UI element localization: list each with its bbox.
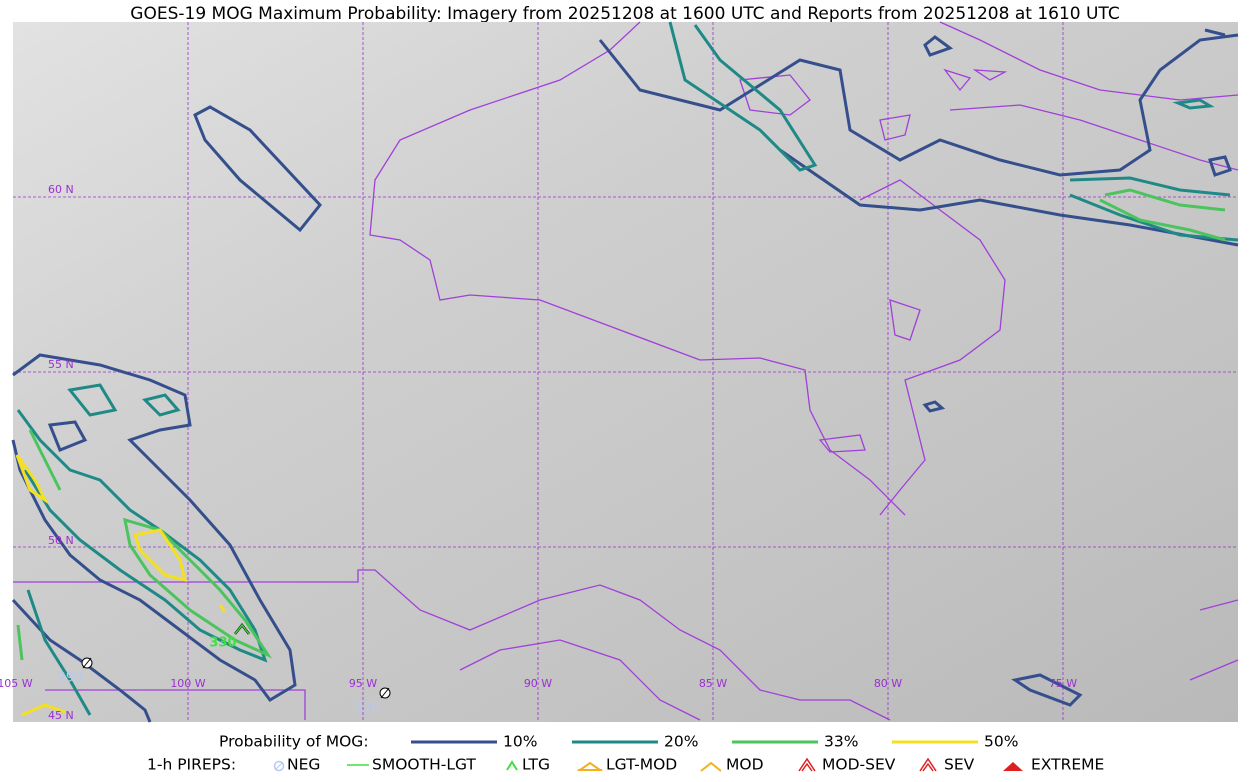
lon-label: 100 W	[170, 677, 205, 690]
legend-label: NEG	[287, 756, 320, 774]
legend-heading: Probability of MOG:	[219, 733, 369, 751]
lon-label: 90 W	[524, 677, 552, 690]
lat-labels: 60 N 55 N 50 N 45 N	[48, 183, 74, 722]
lon-label: 75 W	[1049, 677, 1077, 690]
lat-label: 55 N	[48, 358, 74, 371]
legend-icons	[273, 757, 1023, 772]
report-labels: 330 290 370	[58, 636, 380, 717]
legend-label: 10%	[503, 733, 537, 751]
report-label: 370	[355, 702, 380, 717]
title: GOES-19 MOG Maximum Probability: Imagery…	[130, 4, 1119, 24]
legend-label: 50%	[984, 733, 1018, 751]
lat-label: 45 N	[48, 709, 74, 722]
legend-label: SEV	[944, 756, 975, 774]
legend-label: 33%	[824, 733, 858, 751]
pirep-symbols	[81, 622, 391, 699]
mog-contours	[11, 21, 1239, 723]
legend-label: LGT-MOD	[606, 756, 677, 774]
legend-label: SMOOTH-LGT	[372, 756, 476, 774]
report-label: 330	[209, 636, 236, 651]
lon-label: 80 W	[874, 677, 902, 690]
legend: Probability of MOG: 10% 20% 33% 50% 1-h …	[147, 733, 1104, 774]
legend-label: EXTREME	[1031, 756, 1104, 774]
lon-label: 85 W	[699, 677, 727, 690]
report-label: 290	[58, 671, 83, 686]
lat-label: 50 N	[48, 534, 74, 547]
legend-label: MOD-SEV	[822, 756, 896, 774]
lon-label: 105 W	[0, 677, 33, 690]
lon-labels: 105 W 100 W 95 W 90 W 85 W 80 W 75 W	[0, 677, 1077, 690]
legend-label: 20%	[664, 733, 698, 751]
coastlines	[13, 21, 1239, 721]
legend-label: MOD	[726, 756, 764, 774]
lat-label: 60 N	[48, 183, 74, 196]
graticule	[13, 22, 1238, 722]
legend-label: LTG	[522, 756, 550, 774]
map: 330 290 370 60 N 55 N 50 N 45 N 105 W 10…	[0, 21, 1239, 723]
legend-heading: 1-h PIREPS:	[147, 756, 236, 774]
lon-label: 95 W	[349, 677, 377, 690]
